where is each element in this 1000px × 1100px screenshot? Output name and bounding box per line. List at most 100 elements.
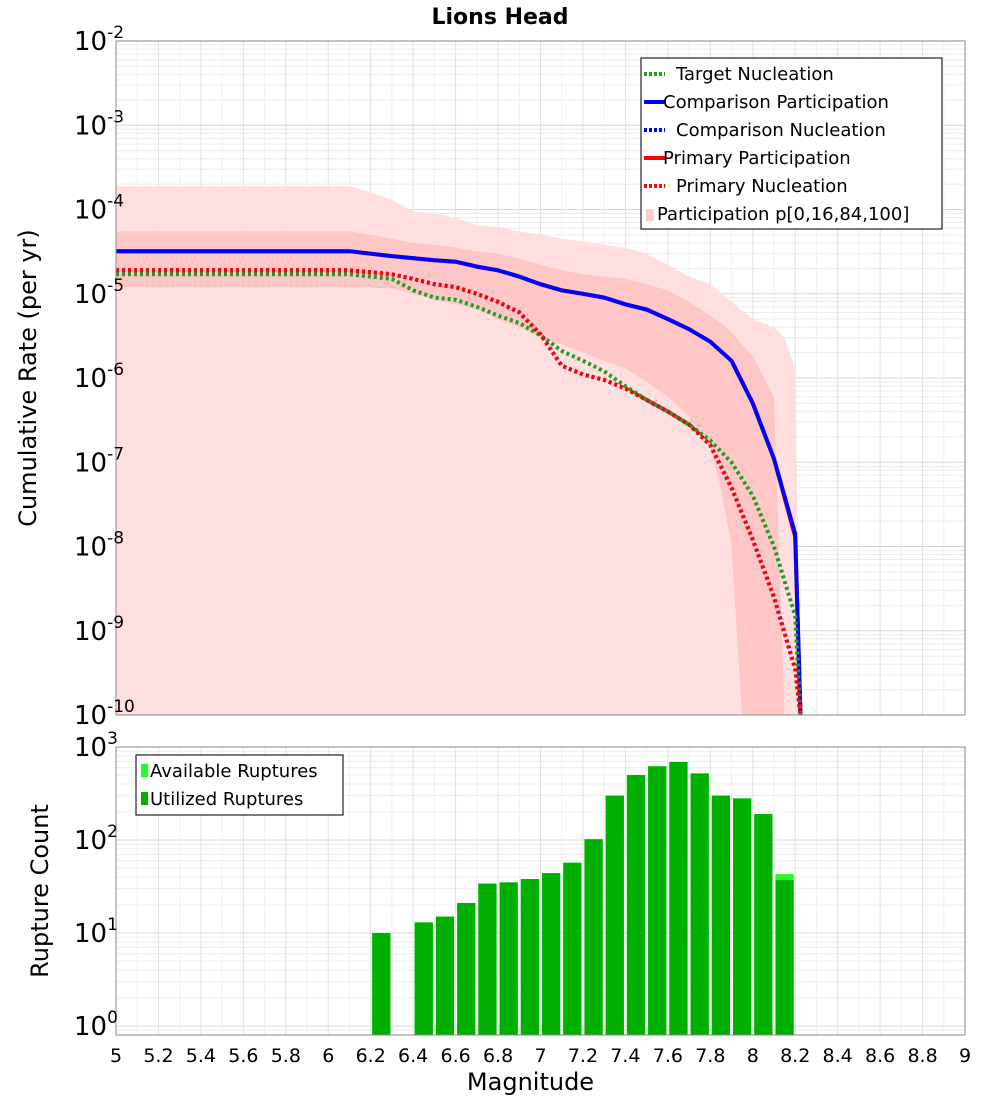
- magnitude-x-tick-label: 8.4: [823, 1045, 853, 1067]
- magnitude-x-tick-label: 5.2: [143, 1045, 173, 1067]
- magnitude-x-tick-label: 7.6: [653, 1045, 683, 1067]
- participation-band-p16-p84: [116, 231, 785, 715]
- rupture-y-tick-exp: 2: [107, 822, 118, 842]
- magnitude-x-tick-label: 5: [110, 1045, 122, 1067]
- rate-y-axis-label: Cumulative Rate (per yr): [14, 229, 42, 527]
- utilized-rupture-bar: [775, 880, 794, 1035]
- rupture-y-tick-label: 101: [74, 915, 118, 949]
- legend-swatch-band: [646, 209, 654, 221]
- utilized-rupture-bar: [414, 922, 433, 1035]
- rate-lines: [116, 249, 803, 716]
- utilized-rupture-bar: [690, 773, 709, 1035]
- magnitude-x-tick-label: 8: [747, 1045, 759, 1067]
- rate-y-tick-base: 10: [74, 533, 107, 563]
- rate-y-tick-label: 10-3: [74, 107, 124, 141]
- magnitude-x-tick-label: 5.4: [186, 1045, 216, 1067]
- rate-y-tick-label: 10-6: [74, 360, 124, 394]
- rupture-y-tick-exp: 0: [107, 1008, 118, 1028]
- utilized-rupture-bar: [435, 916, 455, 1035]
- utilized-rupture-bar: [542, 873, 561, 1035]
- rate-y-tick-exp: -7: [107, 444, 124, 464]
- rate-y-tick-exp: -6: [107, 360, 124, 380]
- utilized-rupture-bar: [754, 814, 773, 1035]
- utilized-rupture-bar: [499, 882, 518, 1035]
- rupture-legend: Available Ruptures Utilized Ruptures: [135, 754, 344, 816]
- rupture-y-tick-base: 10: [74, 1012, 107, 1042]
- magnitude-x-tick-label: 6.6: [440, 1045, 470, 1067]
- rate-y-tick-base: 10: [74, 364, 107, 394]
- rupture-y-tick-exp: 3: [107, 729, 118, 749]
- series-target-nucleation: [116, 272, 803, 716]
- rate-y-tick-label: 10-8: [74, 529, 124, 563]
- rupture-plot-frame: [115, 746, 966, 1036]
- magnitude-x-tick-label: 6: [322, 1045, 334, 1067]
- rate-y-tick-exp: -9: [107, 613, 124, 633]
- rupture-y-tick-exp: 1: [107, 915, 118, 935]
- chart-title: Lions Head: [431, 5, 568, 30]
- utilized-rupture-bar: [648, 766, 667, 1035]
- utilized-rupture-bar: [584, 839, 603, 1035]
- utilized-rupture-bar: [733, 798, 752, 1035]
- utilized-rupture-bar: [605, 795, 624, 1035]
- rate-y-tick-exp: -10: [107, 697, 135, 717]
- rupture-legend-swatch: [141, 792, 148, 805]
- rate-plot-panel: 10-210-310-410-510-610-710-810-910-10 Cu…: [14, 23, 966, 731]
- rate-legend-label: Target Nucleation: [675, 64, 834, 85]
- rate-y-tick-exp: -2: [107, 23, 124, 43]
- rupture-legend-label: Utilized Ruptures: [150, 789, 303, 810]
- rate-y-tick-base: 10: [74, 701, 107, 731]
- rate-plot-frame: [115, 40, 966, 716]
- rate-legend-label: Primary Nucleation: [676, 176, 848, 197]
- participation-bands: [116, 186, 801, 715]
- rupture-y-tick-base: 10: [74, 826, 107, 856]
- rupture-y-axis-label: Rupture Count: [26, 804, 54, 978]
- rate-y-tick-base: 10: [74, 617, 107, 647]
- rate-y-tick-base: 10: [74, 196, 107, 226]
- rate-y-tick-label: 10-7: [74, 444, 124, 478]
- rupture-y-tick-label: 103: [74, 729, 118, 763]
- rate-y-tick-label: 10-4: [74, 192, 124, 226]
- rate-legend-label: Primary Participation: [663, 148, 851, 169]
- rupture-y-tick-base: 10: [74, 733, 107, 763]
- rate-legend: Target Nucleation Comparison Participatio…: [640, 57, 943, 230]
- rate-y-tick-exp: -3: [107, 107, 124, 127]
- magnitude-x-tick-label: 5.6: [228, 1045, 258, 1067]
- rate-y-tick-base: 10: [74, 111, 107, 141]
- utilized-rupture-bar: [711, 795, 731, 1035]
- magnitude-x-tick-label: 7.4: [610, 1045, 640, 1067]
- utilized-rupture-bar: [457, 903, 476, 1035]
- rupture-legend-swatch: [141, 764, 148, 777]
- rate-y-tick-exp: -8: [107, 529, 124, 549]
- magnitude-x-tick-label: 7: [534, 1045, 546, 1067]
- utilized-rupture-bar: [478, 883, 497, 1035]
- magnitude-x-tick-label: 9: [959, 1045, 971, 1067]
- rupture-legend-label: Available Ruptures: [150, 761, 318, 782]
- rate-legend-label: Comparison Nucleation: [676, 120, 886, 141]
- magnitude-x-tick-label: 8.6: [865, 1045, 895, 1067]
- series-primary-nucleation: [116, 268, 803, 716]
- utilized-rupture-bar: [626, 774, 646, 1035]
- magnitude-x-tick-label: 7.8: [695, 1045, 725, 1067]
- rate-y-tick-label: 10-5: [74, 276, 124, 310]
- magnitude-x-tick-label: 5.8: [271, 1045, 301, 1067]
- rupture-y-tick-label: 102: [74, 822, 118, 856]
- rupture-y-tick-label: 100: [74, 1008, 118, 1042]
- magnitude-x-tick-label: 6.4: [398, 1045, 428, 1067]
- rate-legend-box: [640, 57, 943, 230]
- rate-legend-label: Comparison Participation: [663, 92, 889, 113]
- utilized-rupture-bar: [669, 761, 688, 1035]
- rupture-legend-box: [135, 754, 344, 816]
- rate-y-tick-label: 10-10: [74, 697, 135, 731]
- magnitude-x-ticks: 5 5.2 5.4 5.6 5.8 6 6.2 6.4 6.6 6.8 7 7.2 7.4 7.6 7.8 8…: [110, 1045, 971, 1067]
- rate-y-tick-base: 10: [74, 280, 107, 310]
- magnitude-x-tick-label: 8.8: [907, 1045, 937, 1067]
- utilized-rupture-bar: [372, 932, 391, 1035]
- rate-y-ticks: 10-210-310-410-510-610-710-810-910-10: [74, 23, 135, 731]
- rupture-y-tick-base: 10: [74, 919, 107, 949]
- rate-y-tick-label: 10-9: [74, 613, 124, 647]
- rate-y-tick-label: 10-2: [74, 23, 124, 57]
- rupture-bars: [372, 761, 794, 1035]
